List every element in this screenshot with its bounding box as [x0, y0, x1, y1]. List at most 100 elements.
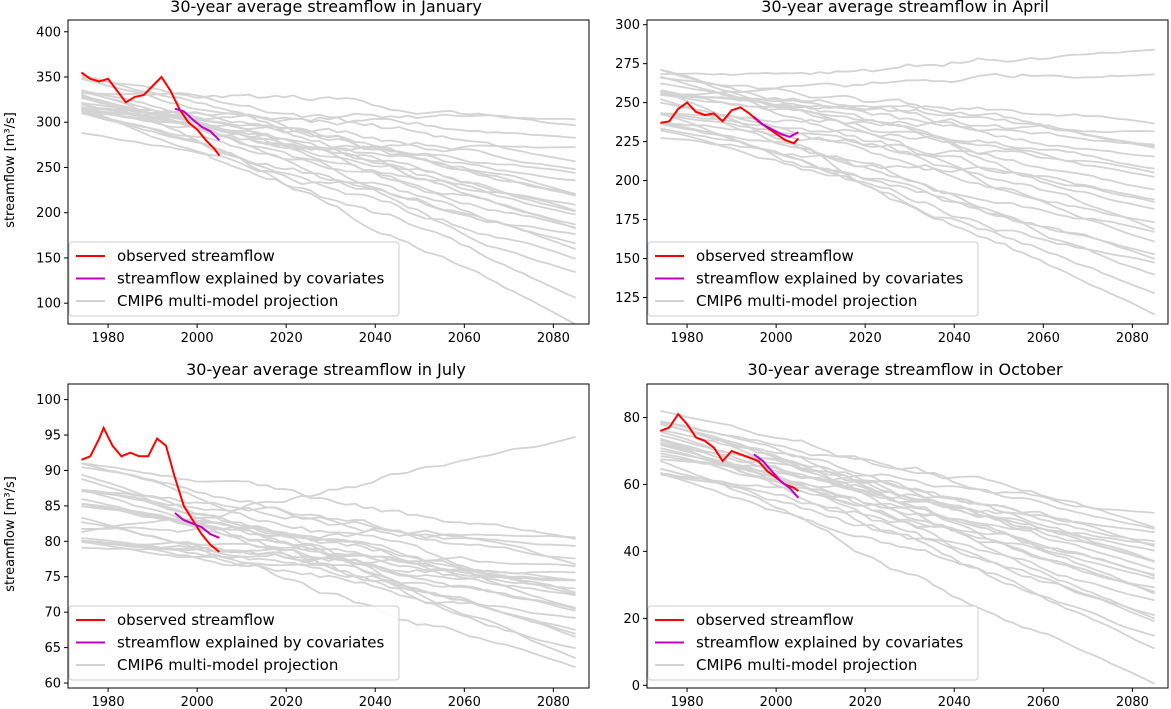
panel-april: 30-year average streamflow in April 1980…	[615, 0, 1169, 346]
plot-frame	[646, 383, 1169, 689]
cmip6-projection-line	[660, 431, 1155, 593]
cmip6-projection-line	[81, 110, 576, 235]
legend-entry-cmip6-label: CMIP6 multi-model projection	[117, 292, 338, 310]
axes: 1980 2000 2020 2040 2060 2080 60 65 70 75 80 85 90 95…	[36, 383, 590, 709]
cmip6-projection-line	[81, 488, 576, 594]
x-tick-label: 2000	[760, 695, 793, 709]
y-tick-label: 150	[615, 252, 640, 267]
explained-streamflow-line	[753, 453, 800, 499]
chart-title: 30-year average streamflow in January	[170, 0, 482, 16]
legend: observed streamflow streamflow explained …	[647, 605, 979, 681]
y-tick-label: 75	[44, 570, 61, 585]
cmip6-projection-line	[660, 122, 1155, 174]
cmip6-projection-line	[81, 76, 576, 163]
cmip6-projection-line	[81, 78, 576, 206]
cmip6-projection-line	[81, 525, 576, 539]
cmip6-projection-line	[81, 466, 576, 566]
cmip6-projection-line	[81, 462, 576, 609]
y-tick-label: 275	[615, 57, 640, 72]
y-tick-label: 100	[36, 393, 61, 408]
cmip6-projection-line	[81, 490, 576, 547]
cmip6-projection-line	[81, 521, 576, 631]
cmip6-projection-line	[81, 112, 576, 229]
plot-frame	[67, 383, 590, 689]
cmip6-projection-line	[660, 94, 1155, 147]
y-tick-label: 95	[44, 429, 61, 444]
chart-title: 30-year average streamflow in April	[761, 0, 1049, 16]
x-tick-label: 1980	[92, 331, 125, 346]
cmip6-projection-line	[81, 106, 576, 151]
y-tick-label: 225	[615, 135, 640, 150]
legend: observed streamflow streamflow explained …	[68, 605, 400, 681]
cmip6-projection-line	[660, 422, 1155, 580]
cmip6-projection-line	[660, 113, 1155, 170]
legend: observed streamflow streamflow explained …	[68, 241, 400, 317]
cmip6-projection-line	[660, 458, 1155, 514]
cmip6-projection-line	[660, 472, 1155, 546]
x-tick-label: 2020	[849, 331, 882, 346]
y-tick-label: 80	[44, 535, 61, 550]
cmip6-projection-line	[81, 74, 576, 197]
cmip6-projection-line	[81, 91, 576, 213]
y-tick-label: 40	[623, 545, 640, 560]
cmip6-projection-line	[660, 460, 1156, 685]
cmip6-projection-line	[660, 410, 1155, 530]
cmip6-projection-line	[81, 110, 576, 139]
cmip6-projection-line	[660, 429, 1155, 563]
y-axis-label: streamflow [m³/s]	[3, 112, 18, 228]
x-tick-label: 2000	[181, 695, 214, 709]
cmip6-projection-line	[81, 537, 576, 568]
legend-box	[68, 605, 400, 681]
y-tick-label: 60	[623, 478, 640, 493]
cmip6-projection-line	[81, 92, 576, 121]
cmip6-projection-line	[660, 438, 1155, 578]
x-tick-label: 2080	[1116, 331, 1149, 346]
cmip6-projection-line	[660, 137, 1155, 201]
cmip6-projection-line	[81, 107, 576, 299]
explained-streamflow-line	[753, 115, 799, 138]
legend-box	[68, 241, 400, 317]
plot-frame	[67, 19, 590, 325]
cmip6-projection-line	[660, 467, 1155, 617]
x-tick-label: 1980	[671, 695, 704, 709]
legend-entry-explained-label: streamflow explained by covariates	[117, 634, 384, 652]
x-tick-label: 2020	[849, 695, 882, 709]
legend-entry-cmip6-label: CMIP6 multi-model projection	[696, 292, 917, 310]
y-tick-label: 300	[36, 116, 61, 131]
panel-october: 30-year average streamflow in October 19…	[623, 360, 1169, 709]
x-tick-label: 2080	[537, 695, 570, 709]
y-tick-label: 200	[36, 206, 61, 221]
legend-entry-observed-label: observed streamflow	[696, 611, 854, 629]
cmip6-projection-line	[660, 123, 1155, 256]
y-tick-label: 175	[615, 213, 640, 228]
x-tick-label: 2040	[938, 331, 971, 346]
x-tick-label: 2060	[1027, 695, 1060, 709]
cmip6-projection-line	[660, 473, 1155, 589]
y-tick-label: 70	[44, 606, 61, 621]
legend-entry-observed-label: observed streamflow	[117, 611, 275, 629]
y-tick-label: 400	[36, 25, 61, 40]
y-tick-label: 20	[623, 612, 640, 627]
cmip6-projection-line	[660, 129, 1155, 264]
x-tick-label: 2000	[760, 331, 793, 346]
cmip6-projection-line	[81, 541, 576, 619]
x-tick-label: 2080	[1116, 695, 1149, 709]
x-tick-label: 2040	[938, 695, 971, 709]
x-tick-label: 2000	[181, 331, 214, 346]
legend-entry-cmip6-label: CMIP6 multi-model projection	[696, 656, 917, 674]
cmip6-projection-line	[660, 48, 1155, 76]
cmip6-projection-line	[81, 505, 576, 590]
legend-entry-observed-label: observed streamflow	[117, 247, 275, 265]
cmip6-projection-line	[660, 450, 1155, 542]
cmip6-projection-line	[660, 93, 1155, 125]
legend-box	[647, 605, 979, 681]
x-tick-label: 2060	[448, 331, 481, 346]
legend-box	[647, 241, 979, 317]
cmip6-projection-line	[81, 544, 576, 575]
y-tick-label: 65	[44, 641, 61, 656]
legend-entry-explained-label: streamflow explained by covariates	[696, 634, 963, 652]
cmip6-projection-line	[81, 112, 576, 260]
y-tick-label: 0	[632, 679, 640, 694]
y-tick-label: 85	[44, 499, 61, 514]
